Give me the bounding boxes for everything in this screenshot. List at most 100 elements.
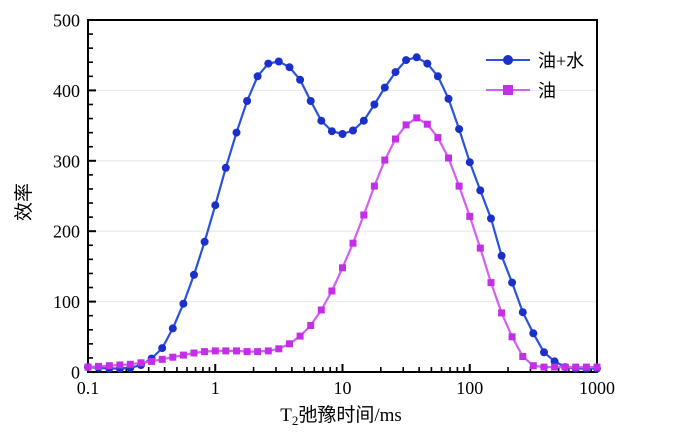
data-point xyxy=(137,359,145,367)
data-point xyxy=(95,362,102,370)
data-point xyxy=(211,201,220,210)
data-point xyxy=(105,362,113,370)
data-point xyxy=(253,72,262,81)
data-point xyxy=(392,135,399,143)
y-axis-ticks: 0 100 200 300 400 500 xyxy=(53,11,96,383)
data-point xyxy=(476,186,485,195)
data-point xyxy=(116,361,124,369)
data-point xyxy=(413,114,421,122)
legend-item-oil: 油 xyxy=(486,76,584,104)
data-point xyxy=(158,344,167,353)
data-point xyxy=(402,56,411,65)
data-point xyxy=(211,347,219,355)
data-point xyxy=(254,348,262,356)
data-point xyxy=(551,363,559,371)
data-point xyxy=(540,363,548,371)
data-point xyxy=(455,182,463,190)
data-point xyxy=(465,158,474,167)
data-point xyxy=(593,363,601,371)
data-point xyxy=(222,347,230,355)
data-point xyxy=(327,127,336,136)
data-point xyxy=(264,59,273,68)
y-tick-label: 500 xyxy=(53,11,80,31)
data-point xyxy=(508,333,516,341)
legend-swatch-oil-water xyxy=(486,54,530,66)
data-point xyxy=(391,68,400,77)
data-point xyxy=(200,237,209,246)
data-point xyxy=(264,347,272,355)
data-point xyxy=(550,357,559,366)
data-point xyxy=(158,355,166,363)
data-point xyxy=(561,363,569,371)
x-tick-label: 100 xyxy=(456,378,483,398)
data-point xyxy=(455,125,464,134)
data-point xyxy=(508,278,517,287)
data-point xyxy=(466,212,474,220)
data-point xyxy=(487,214,495,223)
x-axis-title: T2弛豫时间/ms xyxy=(280,404,402,428)
x-tick-label: 1000 xyxy=(579,378,615,398)
x-tick-label: 1 xyxy=(211,378,220,398)
data-point xyxy=(306,97,315,105)
legend: 油+水 油 xyxy=(486,46,584,104)
data-point xyxy=(168,324,177,333)
data-point xyxy=(497,251,506,260)
data-point xyxy=(232,128,241,137)
data-point xyxy=(423,120,431,128)
data-point xyxy=(221,163,230,172)
series-line-oil xyxy=(87,116,597,369)
data-point xyxy=(380,83,389,92)
legend-label-oil-water: 油+水 xyxy=(538,51,585,71)
circle-marker-icon xyxy=(503,55,513,65)
data-point xyxy=(328,287,336,295)
data-point xyxy=(370,100,379,109)
data-point xyxy=(285,63,294,72)
data-point xyxy=(339,264,346,272)
y-tick-label: 200 xyxy=(53,222,80,242)
data-point xyxy=(243,97,252,105)
legend-item-oil-water: 油+水 xyxy=(486,46,584,74)
data-point xyxy=(201,348,209,356)
data-point xyxy=(433,72,442,81)
data-point xyxy=(179,299,188,308)
y-tick-label: 100 xyxy=(53,292,80,312)
data-point xyxy=(169,353,177,361)
y-tick-label: 300 xyxy=(53,151,80,171)
data-point xyxy=(434,134,442,142)
data-point xyxy=(445,154,452,162)
data-point xyxy=(423,59,432,68)
data-point xyxy=(148,357,156,365)
data-point xyxy=(274,57,283,66)
data-point xyxy=(360,211,368,219)
data-point xyxy=(529,329,538,338)
data-point xyxy=(286,340,293,348)
data-point xyxy=(126,360,134,368)
data-point xyxy=(349,239,357,247)
y-axis-title: 效率 xyxy=(13,183,35,221)
square-marker-icon xyxy=(503,85,513,95)
data-point xyxy=(572,363,580,371)
data-point xyxy=(444,94,453,103)
data-point xyxy=(518,308,527,317)
data-point xyxy=(275,345,283,353)
data-point xyxy=(529,362,537,370)
data-point xyxy=(307,322,315,329)
series-oil xyxy=(84,114,601,371)
y-tick-label: 400 xyxy=(53,81,80,101)
data-point xyxy=(498,309,506,317)
x-axis-ticks: 0.1 1 10 100 1000 xyxy=(77,364,615,398)
y-tick-label: 0 xyxy=(71,363,80,383)
data-point xyxy=(179,351,187,359)
data-point xyxy=(349,126,357,135)
data-point xyxy=(233,347,240,355)
data-point xyxy=(402,121,410,129)
data-point xyxy=(370,182,378,190)
x-tick-label: 0.1 xyxy=(77,378,100,398)
data-point xyxy=(359,116,368,125)
data-point xyxy=(582,363,590,371)
data-point xyxy=(243,348,251,356)
data-point xyxy=(540,348,548,357)
data-point xyxy=(84,363,92,371)
